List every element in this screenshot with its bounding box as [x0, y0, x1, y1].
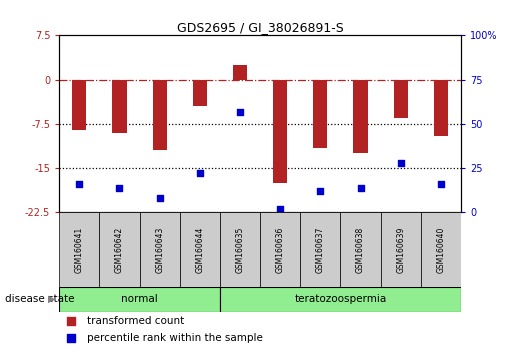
- Text: GSM160643: GSM160643: [155, 226, 164, 273]
- Point: [236, 109, 244, 114]
- Bar: [233, 65, 247, 80]
- Bar: [220, 212, 260, 287]
- Bar: [273, 80, 287, 183]
- Bar: [180, 212, 220, 287]
- Bar: [393, 80, 408, 118]
- Point: [196, 171, 204, 176]
- Bar: [59, 287, 220, 312]
- Text: ▶: ▶: [48, 294, 55, 304]
- Bar: [434, 80, 448, 136]
- Text: GSM160636: GSM160636: [276, 226, 285, 273]
- Bar: [140, 212, 180, 287]
- Text: disease state: disease state: [5, 294, 75, 304]
- Bar: [300, 212, 340, 287]
- Bar: [340, 212, 381, 287]
- Text: GSM160638: GSM160638: [356, 227, 365, 273]
- Text: GSM160641: GSM160641: [75, 227, 84, 273]
- Text: percentile rank within the sample: percentile rank within the sample: [88, 333, 263, 343]
- Text: GSM160642: GSM160642: [115, 227, 124, 273]
- Bar: [421, 212, 461, 287]
- Text: teratozoospermia: teratozoospermia: [294, 294, 387, 304]
- Point: [276, 206, 284, 212]
- Bar: [220, 287, 461, 312]
- Bar: [152, 80, 167, 150]
- Title: GDS2695 / GI_38026891-S: GDS2695 / GI_38026891-S: [177, 21, 344, 34]
- Bar: [59, 212, 99, 287]
- Point: [356, 185, 365, 190]
- Text: transformed count: transformed count: [88, 316, 184, 326]
- Point: [67, 319, 75, 324]
- Bar: [313, 80, 328, 148]
- Text: GSM160639: GSM160639: [396, 226, 405, 273]
- Point: [316, 188, 324, 194]
- Bar: [260, 212, 300, 287]
- Bar: [381, 212, 421, 287]
- Text: normal: normal: [121, 294, 158, 304]
- Bar: [72, 80, 87, 130]
- Point: [397, 160, 405, 166]
- Text: GSM160640: GSM160640: [436, 226, 445, 273]
- Text: GSM160644: GSM160644: [195, 226, 204, 273]
- Bar: [193, 80, 207, 106]
- Bar: [353, 80, 368, 153]
- Point: [75, 181, 83, 187]
- Bar: [112, 80, 127, 133]
- Bar: [99, 212, 140, 287]
- Point: [67, 335, 75, 341]
- Point: [156, 195, 164, 201]
- Point: [437, 181, 445, 187]
- Text: GSM160635: GSM160635: [235, 226, 245, 273]
- Point: [115, 185, 124, 190]
- Text: GSM160637: GSM160637: [316, 226, 325, 273]
